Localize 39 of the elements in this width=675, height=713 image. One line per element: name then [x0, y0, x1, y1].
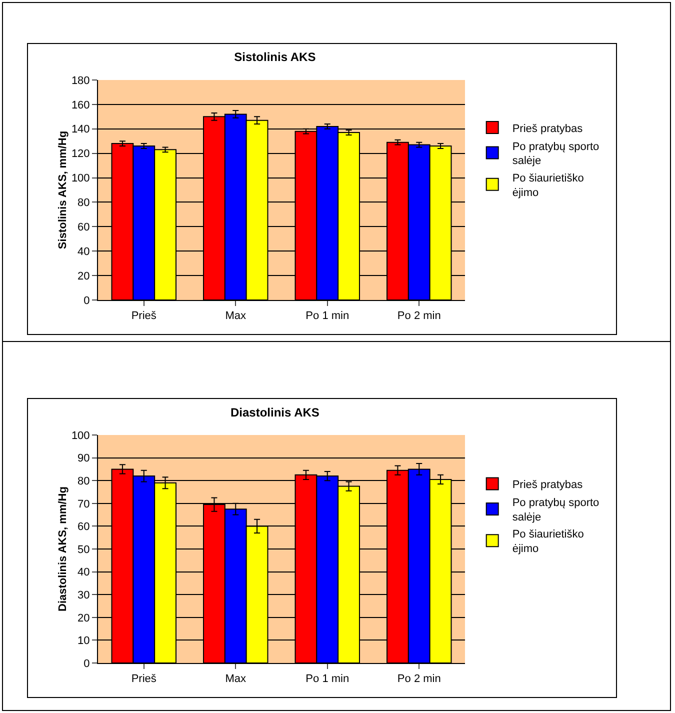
y-tick-label: 70	[78, 498, 90, 510]
y-tick-label: 180	[71, 74, 90, 87]
y-tick-label: 0	[84, 294, 90, 307]
y-tick-label: 40	[78, 566, 90, 579]
y-tick-label: 90	[78, 452, 90, 465]
y-tick-label: 20	[78, 612, 90, 624]
y-tick-label: 80	[78, 197, 90, 210]
y-tick-label: 120	[71, 148, 90, 160]
x-tick-label: Po 1 min	[306, 310, 350, 322]
y-tick-label: 100	[71, 430, 90, 442]
y-tick-label: 60	[78, 222, 90, 234]
x-tick-label: Max	[225, 310, 247, 322]
y-tick-label: 160	[71, 99, 90, 112]
y-tick-label: 100	[71, 172, 90, 185]
x-tick-label: Po 1 min	[306, 673, 350, 686]
y-tick-label: 60	[78, 521, 90, 534]
y-axis-title: Diastolinis AKS, mm/Hg	[57, 486, 69, 612]
y-tick-label: 80	[78, 475, 90, 488]
y-tick-label: 10	[78, 635, 90, 648]
legend-label: Prieš pratybas	[512, 478, 584, 491]
x-tick-label: Max	[225, 673, 247, 686]
legend-label: Po šiaurietiško ėjimo	[512, 528, 584, 556]
chart-title: Sistolinis AKS	[234, 50, 316, 64]
y-tick-label: 30	[78, 589, 90, 602]
x-tick-label: Po 2 min	[397, 310, 441, 322]
legend-label: Po pratybų sporto salėje	[512, 497, 600, 524]
y-tick-label: 20	[78, 270, 90, 282]
y-tick-label: 140	[71, 124, 90, 136]
y-tick-label: 40	[78, 246, 90, 258]
legend-label: Prieš pratybas	[512, 122, 584, 135]
legend-label: Po šiaurietiško ėjimo	[512, 172, 584, 199]
y-tick-label: 50	[78, 544, 90, 556]
chart-title: Diastolinis AKS	[230, 405, 320, 420]
legend-label: Po pratybų sporto salėje	[512, 140, 600, 168]
y-axis-title: Sistolinis AKS, mm/Hg	[57, 130, 69, 250]
y-tick-label: 0	[84, 658, 90, 670]
x-tick-label: Po 2 min	[397, 673, 441, 686]
x-tick-label: Prieš	[131, 673, 157, 686]
x-tick-label: Prieš	[131, 310, 157, 322]
